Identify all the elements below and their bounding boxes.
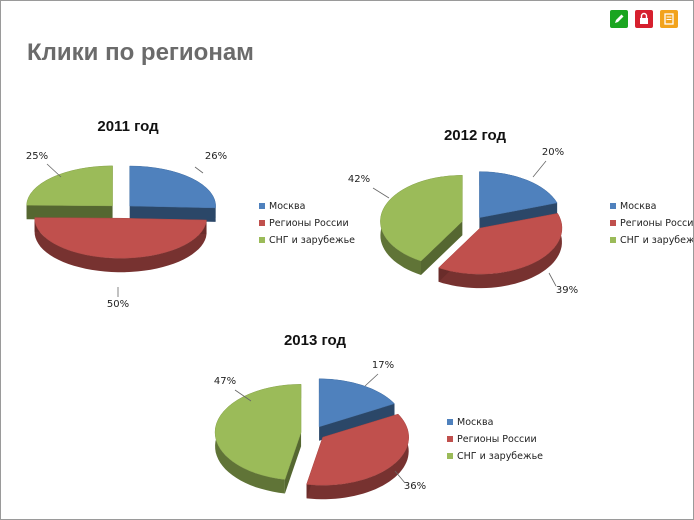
edit-button[interactable]: [610, 10, 628, 28]
leader-line: [194, 166, 204, 174]
data-label: 36%: [404, 481, 426, 492]
data-label: 20%: [542, 147, 564, 158]
chart-title: 2011 год: [97, 118, 159, 135]
leader-line: [234, 389, 252, 402]
legend-swatch: [259, 237, 265, 243]
lock-button[interactable]: [635, 10, 653, 28]
leader-line: [364, 373, 379, 387]
pencil-icon: [615, 14, 624, 23]
legend-swatch: [610, 220, 616, 226]
pie-chart-3: 2013 год 17% 36% 47% Москва Регионы России СНГ…: [214, 332, 543, 500]
legend-swatch: [259, 220, 265, 226]
chart-title: 2013 год: [284, 332, 347, 349]
legend-swatch: [447, 419, 453, 425]
legend-label: Москва: [269, 201, 305, 212]
pie-slice-top: [214, 384, 302, 480]
data-label: 47%: [214, 376, 236, 387]
data-label: 42%: [348, 174, 370, 185]
pie-slice-top: [318, 378, 395, 428]
pie-chart-2: 2012 год 20% 39% 42% Москва Регионы России СНГ…: [348, 127, 693, 296]
legend-swatch: [259, 203, 265, 209]
legend-swatch: [610, 237, 616, 243]
note-button[interactable]: [660, 10, 678, 28]
lock-icon: [640, 12, 648, 24]
pie-slice-top: [129, 165, 216, 209]
legend-label: СНГ и зарубежье: [620, 235, 693, 246]
legend-swatch: [447, 453, 453, 459]
data-label: 39%: [556, 285, 578, 296]
data-label: 50%: [107, 299, 129, 310]
note-icon: [664, 13, 674, 25]
leader-line: [548, 272, 557, 287]
pie-slice-top: [479, 171, 558, 218]
leader-line: [372, 187, 390, 199]
legend-label: Москва: [620, 201, 656, 212]
legend-label: СНГ и зарубежье: [269, 235, 355, 246]
data-label: 17%: [372, 360, 394, 371]
pie-slice-top: [306, 413, 409, 486]
legend-label: СНГ и зарубежье: [457, 451, 543, 462]
pie-slice-top: [34, 217, 207, 259]
chart-title: 2012 год: [444, 127, 507, 144]
pie-chart-1: 2011 год 26% 50% 25% Москва Регионы России СНГ…: [26, 118, 355, 310]
leader-line: [532, 160, 547, 178]
legend-swatch: [610, 203, 616, 209]
legend-label: Москва: [457, 417, 493, 428]
leader-line: [394, 470, 406, 484]
legend-swatch: [447, 436, 453, 442]
data-label: 25%: [26, 151, 48, 162]
legend-label: Регионы России: [457, 434, 537, 445]
legend-label: Регионы России: [269, 218, 349, 229]
data-label: 26%: [205, 151, 227, 162]
leader-line: [46, 163, 62, 178]
pie-slice-top: [438, 213, 563, 275]
legend-label: Регионы России: [620, 218, 693, 229]
pie-slice-top: [380, 175, 463, 262]
pie-slice-top: [26, 165, 113, 207]
page-title: Клики по регионам: [27, 39, 254, 66]
